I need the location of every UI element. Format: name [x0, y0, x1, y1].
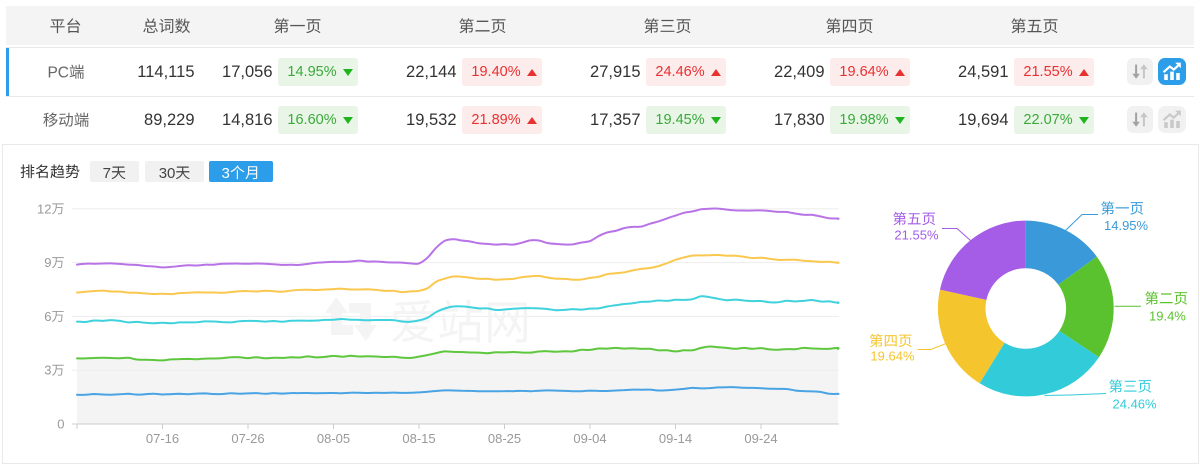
svg-text:19.64%: 19.64% — [870, 349, 915, 364]
svg-text:6: 6 — [44, 309, 51, 324]
svg-text:08-25: 08-25 — [488, 431, 521, 446]
svg-text:08-05: 08-05 — [317, 431, 350, 446]
svg-text:3: 3 — [44, 363, 51, 378]
svg-text:3: 3 — [159, 165, 167, 182]
svg-text:P: P — [48, 65, 58, 82]
svg-text:19.4%: 19.4% — [1149, 309, 1186, 324]
svg-text:2: 2 — [44, 201, 51, 216]
svg-text:21.55%: 21.55% — [894, 228, 939, 243]
svg-text:C: C — [58, 65, 69, 82]
svg-text:09-24: 09-24 — [744, 431, 777, 446]
svg-text:3: 3 — [222, 165, 230, 182]
svg-text:9: 9 — [44, 255, 51, 270]
svg-text:07-26: 07-26 — [231, 431, 264, 446]
svg-text:07-16: 07-16 — [146, 431, 179, 446]
svg-text:14.95%: 14.95% — [1104, 218, 1149, 233]
svg-text:1: 1 — [37, 201, 44, 216]
svg-text:7: 7 — [103, 165, 111, 182]
svg-text:24.46%: 24.46% — [1113, 397, 1158, 412]
svg-text:08-15: 08-15 — [402, 431, 435, 446]
svg-text:0: 0 — [167, 165, 175, 182]
svg-text:0: 0 — [57, 417, 64, 432]
svg-text:09-14: 09-14 — [659, 431, 692, 446]
svg-text:09-04: 09-04 — [573, 431, 606, 446]
